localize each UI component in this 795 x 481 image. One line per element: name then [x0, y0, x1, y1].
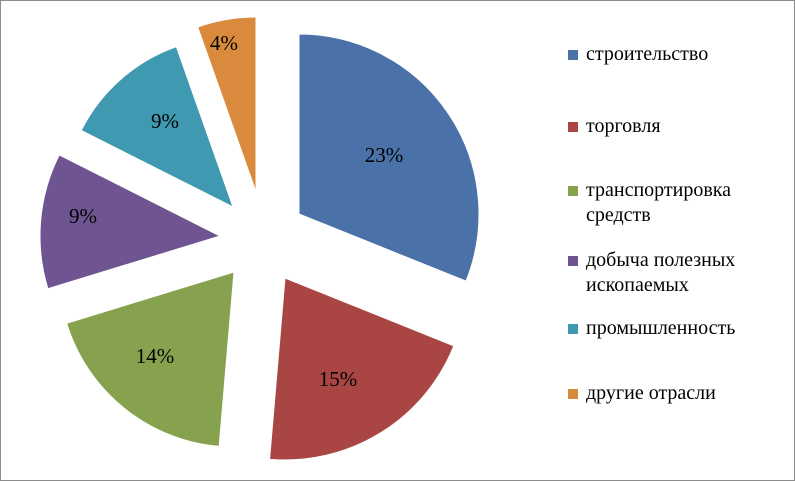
- legend-swatch: [568, 50, 578, 60]
- legend-swatch: [568, 122, 578, 132]
- legend-label: торговля: [586, 115, 661, 137]
- slice-data-label: 14%: [136, 344, 175, 368]
- pie-slice: [298, 33, 480, 282]
- slice-data-label: 9%: [151, 109, 179, 133]
- legend-label: добыча полезных ископаемых: [586, 249, 736, 296]
- legend-label: другие отрасли: [586, 382, 716, 404]
- legend-swatch: [568, 256, 578, 266]
- legend-swatch: [568, 324, 578, 334]
- pie-slice: [269, 277, 455, 461]
- pie-slice: [197, 16, 257, 193]
- legend-swatch: [568, 186, 578, 196]
- pie-slice: [39, 154, 222, 290]
- legend-label: транспортировка средств: [586, 179, 732, 226]
- slice-data-label: 15%: [319, 367, 358, 391]
- legend-label: строительство: [586, 43, 709, 65]
- legend: строительство торговля транспортировка сре…: [568, 42, 788, 422]
- slice-data-label: 4%: [210, 31, 238, 55]
- legend-label: промышленность: [586, 317, 736, 339]
- slice-data-label: 9%: [69, 204, 97, 228]
- legend-swatch: [568, 389, 578, 399]
- pie-slice: [66, 271, 235, 447]
- slice-data-label: 23%: [365, 143, 404, 167]
- pie-slice: [80, 46, 234, 209]
